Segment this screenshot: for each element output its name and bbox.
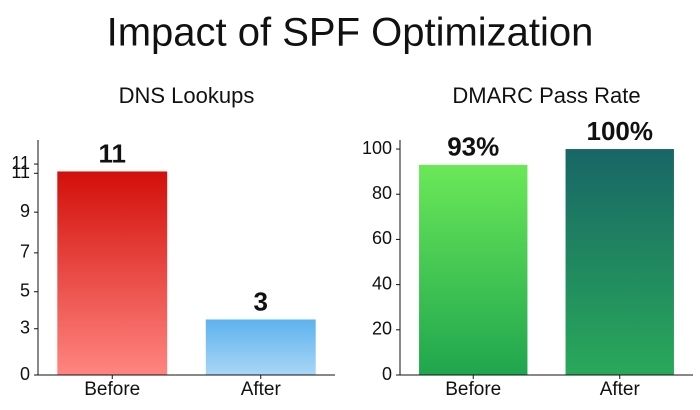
- y-tick-label: 11: [11, 162, 30, 182]
- y-tick-label: 0: [20, 364, 30, 384]
- y-tick-label: 5: [20, 280, 30, 300]
- x-tick-label: After: [600, 379, 641, 400]
- bar: [205, 319, 316, 375]
- y-tick-label: 40: [372, 273, 392, 293]
- y-tick-label: 0: [382, 364, 392, 384]
- x-tick-label: Before: [445, 379, 501, 400]
- value-label: 100%: [587, 116, 654, 146]
- y-tick-label: 20: [372, 319, 392, 339]
- bar: [565, 149, 674, 375]
- figure-title: Impact of SPF Optimization: [107, 11, 594, 55]
- y-tick-label: 7: [20, 242, 30, 262]
- value-label: 93%: [447, 132, 499, 162]
- value-label: 3: [254, 286, 268, 316]
- y-tick-label: 11: [11, 153, 30, 173]
- value-label: 11: [99, 138, 127, 168]
- y-tick-label: 9: [20, 201, 30, 221]
- bar: [419, 164, 528, 375]
- y-tick-label: 3: [20, 317, 30, 337]
- y-tick-label: 80: [372, 183, 392, 203]
- chart-title: DMARC Pass Rate: [452, 83, 640, 108]
- y-tick-label: 100: [362, 138, 392, 158]
- x-tick-label: Before: [84, 379, 140, 400]
- x-tick-label: After: [241, 379, 282, 400]
- y-tick-label: 60: [372, 228, 392, 248]
- bar: [57, 171, 168, 375]
- chart-title: DNS Lookups: [119, 83, 255, 108]
